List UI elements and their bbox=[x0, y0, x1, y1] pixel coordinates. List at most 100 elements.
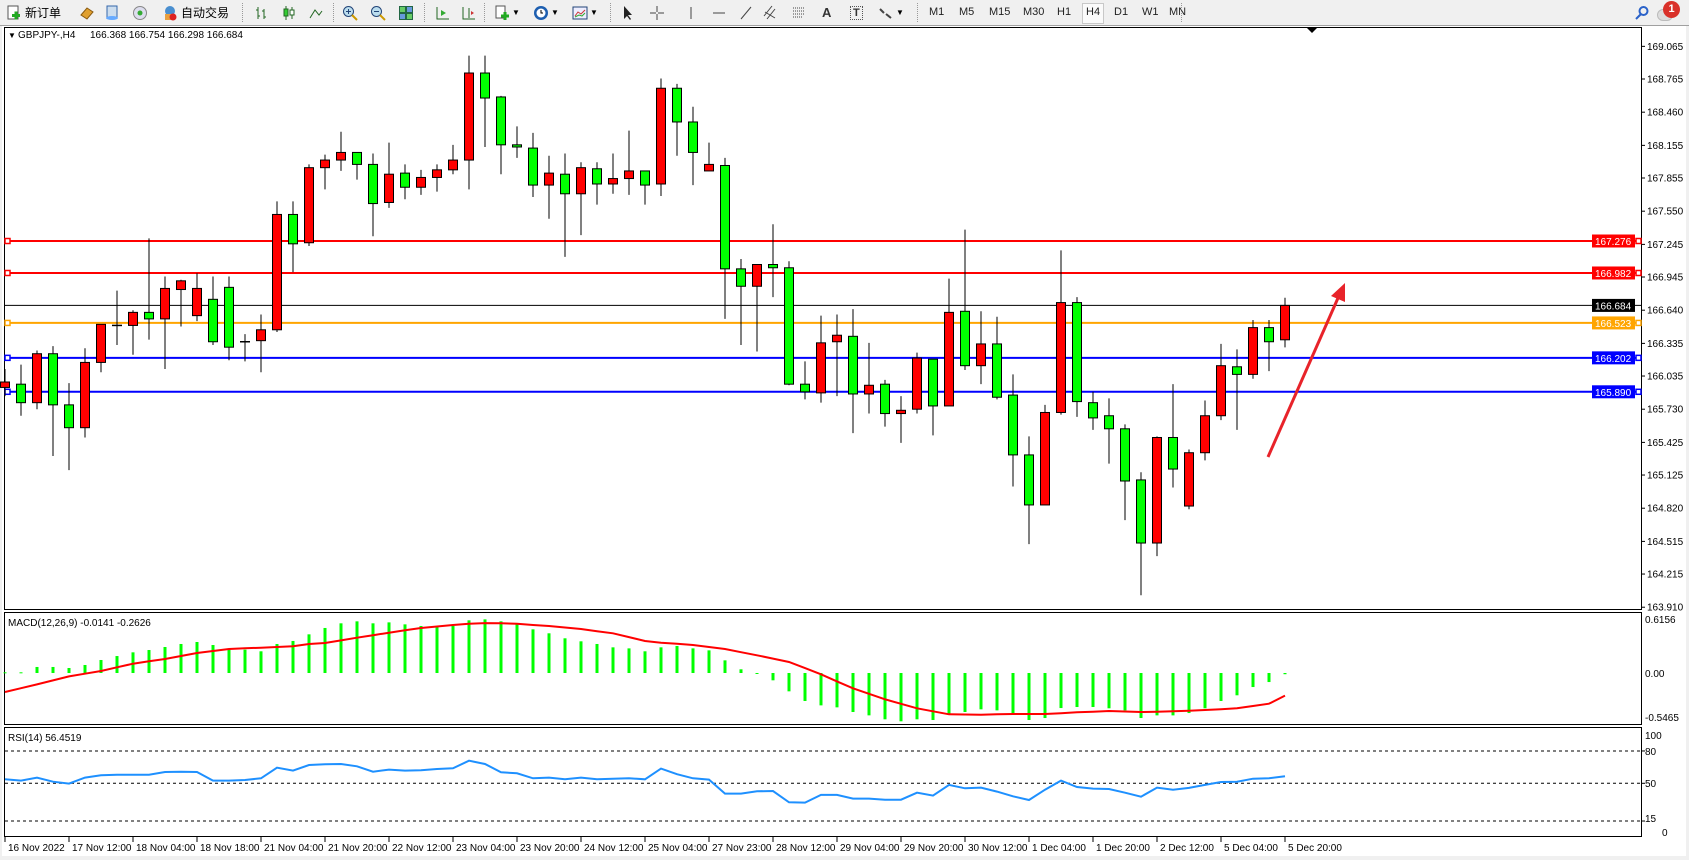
level-price-label: 167.276 bbox=[1595, 237, 1632, 248]
macd-histogram-bar bbox=[1139, 673, 1143, 719]
candle-body-down bbox=[368, 163, 378, 205]
zoom-in-button[interactable] bbox=[342, 2, 358, 23]
candle bbox=[768, 224, 778, 298]
price-tick-label: 163.910 bbox=[1647, 603, 1684, 614]
timeframe-h1[interactable]: H1 bbox=[1057, 6, 1072, 18]
line-chart-button[interactable] bbox=[308, 2, 324, 23]
macd-histogram-bar bbox=[915, 673, 919, 720]
candle bbox=[400, 164, 410, 200]
fibonacci-button[interactable] bbox=[792, 2, 808, 23]
periods-button[interactable]: ▼ bbox=[533, 2, 559, 23]
macd-histogram-bar bbox=[771, 673, 775, 681]
tile-windows-button[interactable] bbox=[398, 2, 414, 23]
text-tool-button[interactable]: A bbox=[822, 2, 831, 23]
timeframe-d1[interactable]: D1 bbox=[1114, 6, 1129, 18]
timeframe-h4[interactable]: H4 bbox=[1082, 3, 1105, 24]
timeframe-m5[interactable]: M5 bbox=[959, 6, 975, 18]
price-tick-label: 164.820 bbox=[1647, 504, 1684, 515]
dropdown-arrow-icon[interactable]: ▼ bbox=[590, 8, 598, 17]
level-handle-left[interactable] bbox=[4, 269, 11, 277]
auto-trading-button[interactable]: 自动交易 bbox=[162, 2, 229, 23]
level-handle-right[interactable] bbox=[1635, 237, 1642, 245]
arrow-shaft[interactable] bbox=[1266, 297, 1340, 458]
timeframe-m1[interactable]: M1 bbox=[929, 6, 945, 18]
zoom-out-button[interactable] bbox=[370, 2, 386, 23]
timeframe-m15[interactable]: M15 bbox=[989, 6, 1011, 18]
dropdown-arrow-icon[interactable]: ▼ bbox=[896, 8, 904, 17]
candle bbox=[336, 131, 346, 171]
level-handle-left[interactable] bbox=[4, 388, 11, 396]
templates-button[interactable]: ▼ bbox=[572, 2, 598, 23]
trend-arrow[interactable] bbox=[1266, 283, 1345, 458]
macd-histogram-bar bbox=[339, 623, 343, 673]
candle bbox=[80, 348, 90, 438]
level-handle-right[interactable] bbox=[1635, 319, 1642, 327]
candle bbox=[656, 78, 666, 196]
candle-body-down bbox=[928, 358, 938, 407]
data-window-button[interactable] bbox=[104, 2, 120, 23]
text-label-button[interactable]: T bbox=[850, 2, 863, 23]
market-watch-button[interactable] bbox=[79, 2, 95, 23]
dropdown-arrow-icon[interactable]: ▼ bbox=[551, 8, 559, 17]
level-price-label: 166.982 bbox=[1595, 269, 1632, 280]
timeframe-mn[interactable]: MN bbox=[1169, 6, 1187, 18]
macd-histogram-bar bbox=[995, 673, 999, 711]
level-handle-left[interactable] bbox=[4, 319, 11, 327]
candle bbox=[608, 153, 618, 194]
candle bbox=[432, 164, 442, 192]
auto-scroll-button[interactable] bbox=[434, 2, 450, 23]
candle-body-up bbox=[192, 287, 202, 317]
chart-window[interactable]: 169.065 168.765 168.460 168.155 167.855 167.5… bbox=[0, 26, 1689, 860]
search-button[interactable] bbox=[1634, 2, 1650, 23]
macd-histogram-bar bbox=[835, 673, 839, 708]
timeframe-w1[interactable]: W1 bbox=[1142, 6, 1159, 18]
cursor-button[interactable] bbox=[620, 2, 636, 23]
crosshair-button[interactable] bbox=[649, 2, 665, 23]
bar-chart-button[interactable] bbox=[253, 2, 269, 23]
level-handle-right[interactable] bbox=[1635, 388, 1642, 396]
chart-menu-triangle-icon[interactable]: ▼ bbox=[8, 31, 16, 40]
main-pane-border bbox=[4, 27, 1642, 610]
macd-histogram-bar bbox=[1187, 673, 1191, 714]
macd-histogram-bar bbox=[787, 673, 791, 692]
dropdown-arrow-icon[interactable]: ▼ bbox=[512, 8, 520, 17]
level-handle-right[interactable] bbox=[1635, 354, 1642, 362]
candle-body-down bbox=[960, 310, 970, 367]
macd-histogram-bar bbox=[819, 673, 823, 706]
chart-shift-marker-icon[interactable] bbox=[1307, 28, 1317, 33]
trendline-button[interactable] bbox=[738, 2, 754, 23]
macd-histogram-bar bbox=[563, 638, 567, 673]
arrows-button[interactable]: ▼ bbox=[878, 2, 904, 23]
zoom-out-icon bbox=[370, 5, 386, 21]
macd-histogram-bar bbox=[51, 666, 55, 673]
macd-histogram-bar bbox=[659, 647, 663, 673]
candlestick-button[interactable] bbox=[281, 2, 297, 23]
candle bbox=[736, 259, 746, 346]
macd-histogram-bar bbox=[35, 666, 39, 673]
candle bbox=[464, 55, 474, 190]
time-tick-label: 27 Nov 23:00 bbox=[712, 843, 772, 854]
macd-histogram-bar bbox=[963, 673, 967, 713]
level-handle-left[interactable] bbox=[4, 354, 11, 362]
macd-histogram-bar bbox=[979, 673, 983, 710]
indicators-button[interactable]: ▼ bbox=[494, 2, 520, 23]
chart-background bbox=[2, 26, 1686, 856]
level-handle-right[interactable] bbox=[1635, 269, 1642, 277]
navigator-button[interactable] bbox=[132, 2, 148, 23]
new-order-button[interactable]: 新订单 bbox=[6, 2, 61, 23]
chart-shift-button[interactable] bbox=[460, 2, 476, 23]
arrow-head-icon[interactable] bbox=[1331, 283, 1345, 302]
candle bbox=[320, 154, 330, 190]
level-handle-left[interactable] bbox=[4, 237, 11, 245]
gold-bar-icon bbox=[79, 5, 95, 21]
equidistant-channel-button[interactable] bbox=[763, 2, 779, 23]
timeframe-m30[interactable]: M30 bbox=[1023, 6, 1045, 18]
candle bbox=[384, 142, 394, 208]
time-tick-label: 1 Dec 04:00 bbox=[1032, 843, 1086, 854]
candle bbox=[1248, 319, 1258, 379]
rsi-tick-label: 15 bbox=[1645, 814, 1657, 825]
vertical-line-button[interactable] bbox=[683, 2, 699, 23]
time-tick-label: 18 Nov 04:00 bbox=[136, 843, 196, 854]
candle-body-up bbox=[624, 170, 634, 180]
horizontal-line-button[interactable] bbox=[711, 2, 727, 23]
